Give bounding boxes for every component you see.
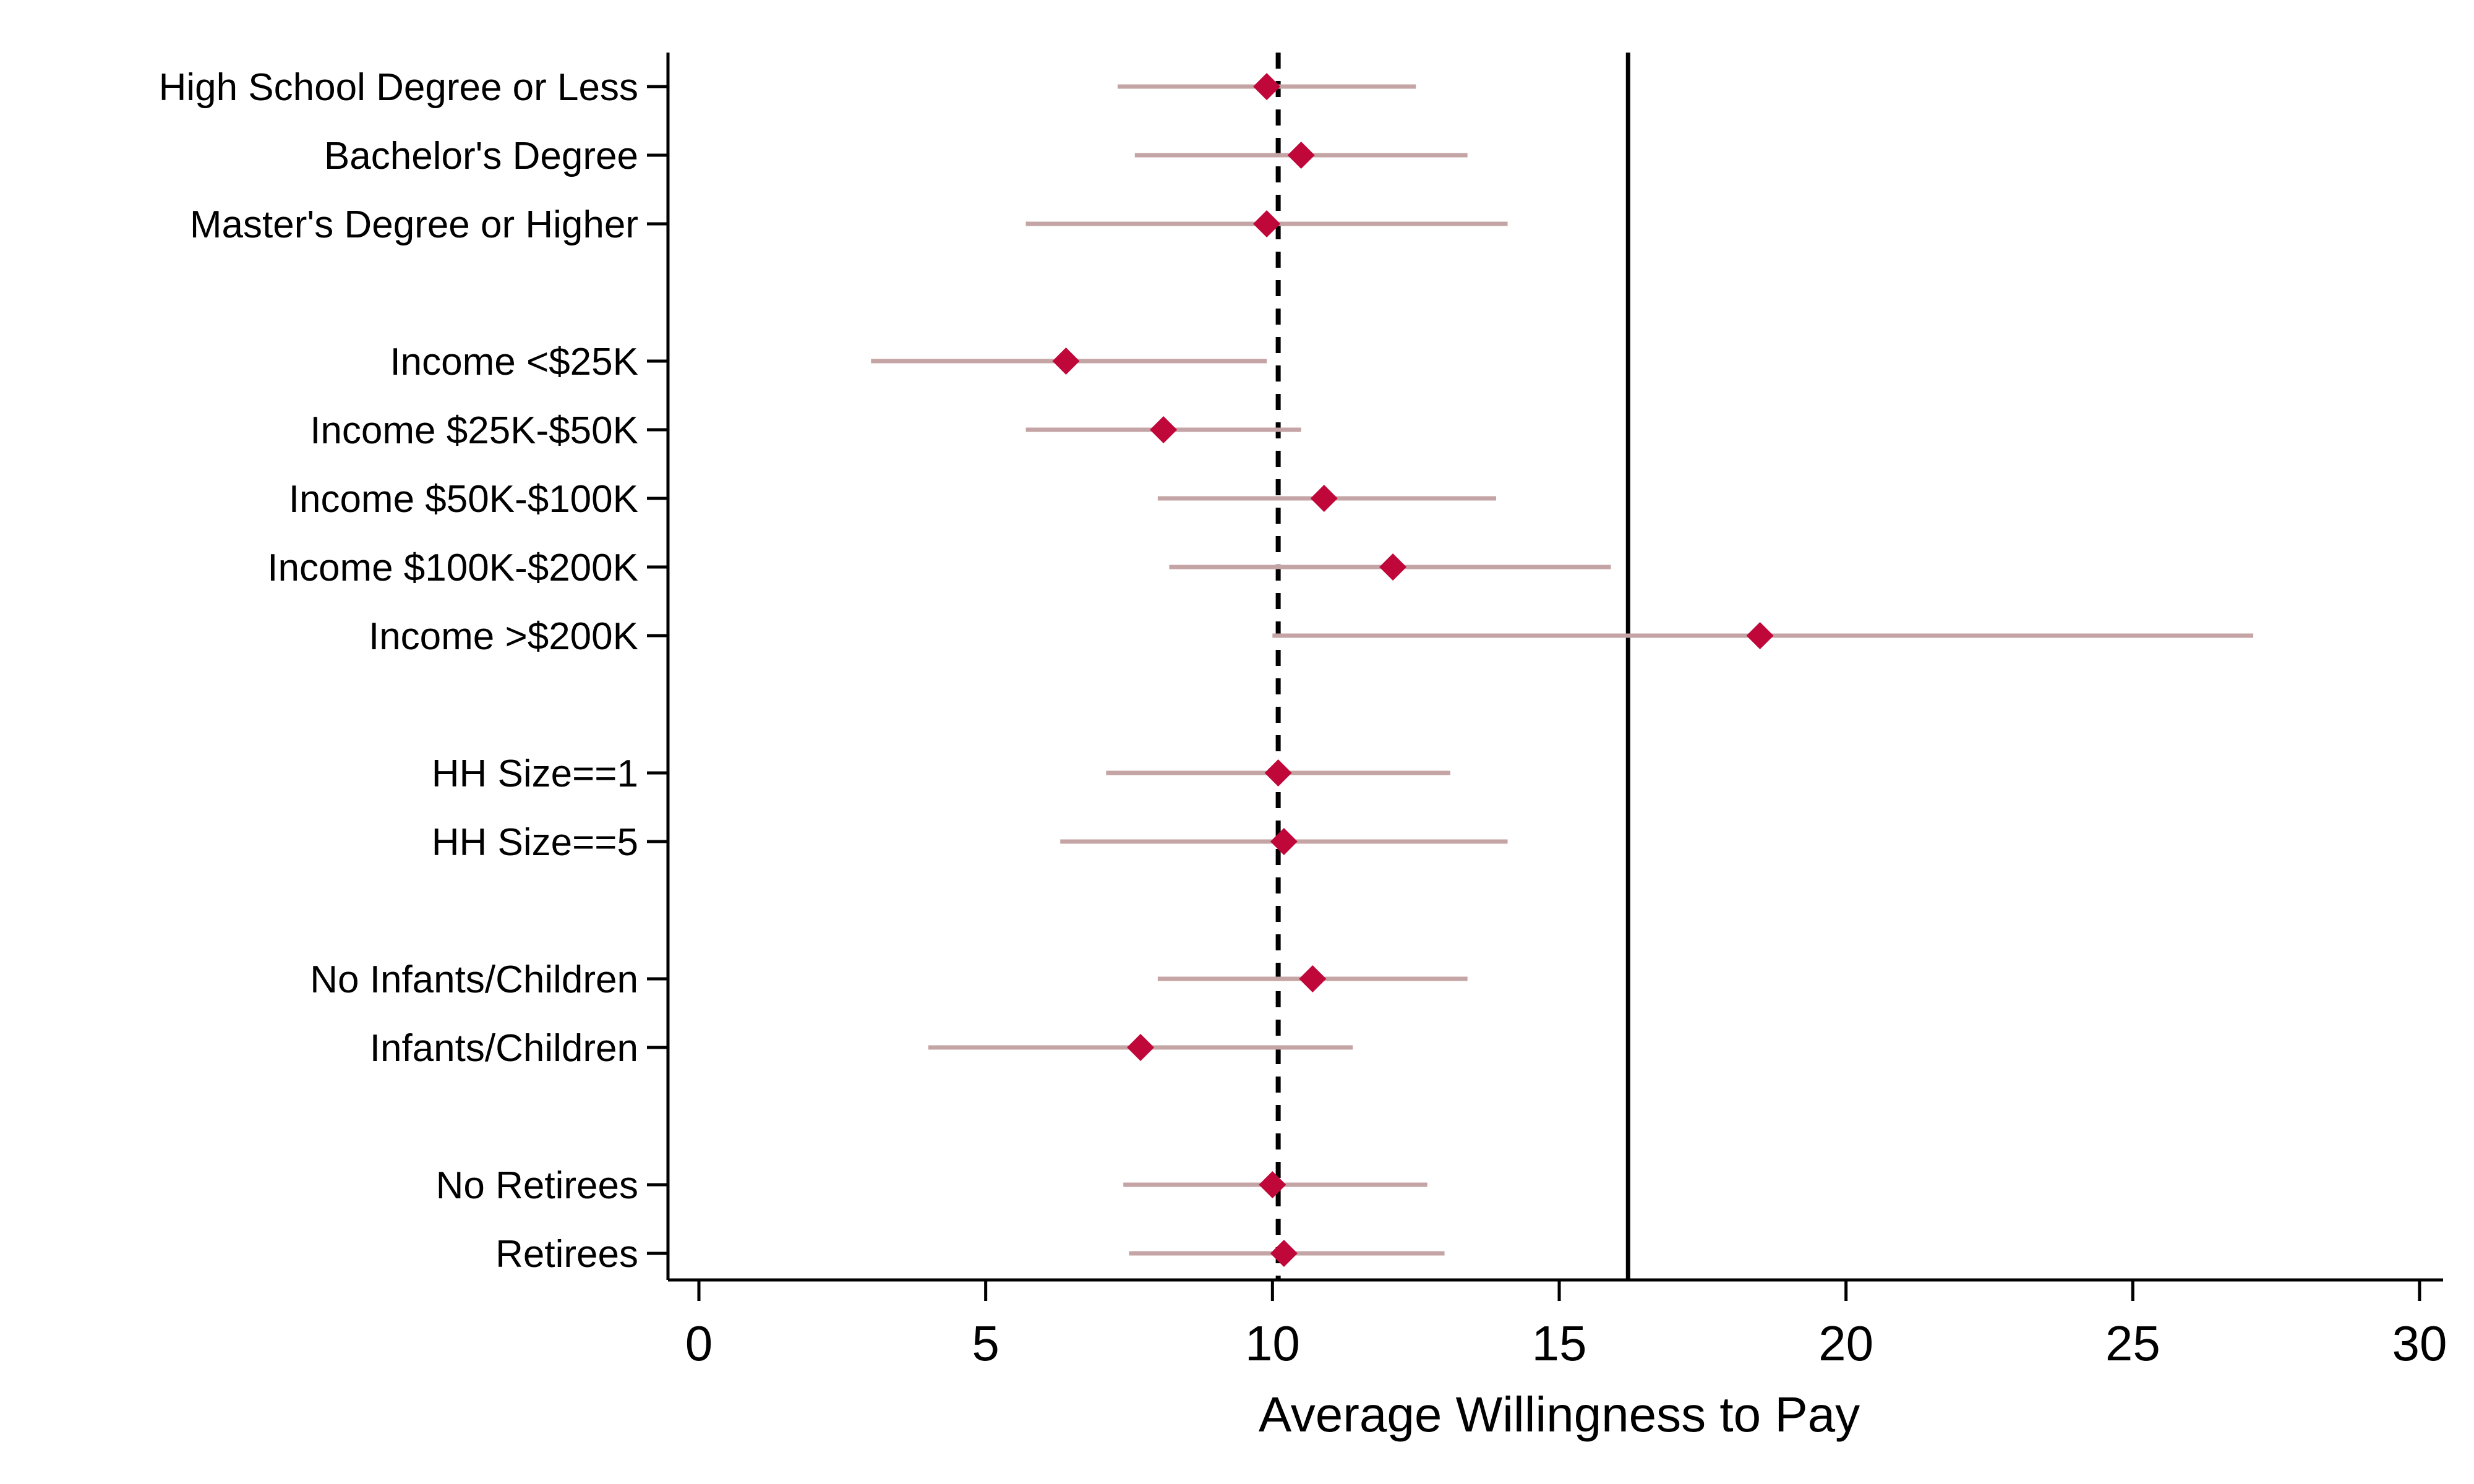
y-tick-label: Income >$200K (369, 615, 638, 658)
point-estimate-marker (1379, 553, 1407, 581)
point-estimate-marker (1746, 622, 1774, 649)
point-estimate-marker (1052, 348, 1080, 375)
x-axis-label: Average Willingness to Pay (1259, 1387, 1860, 1442)
y-tick-label: Income $25K-$50K (310, 409, 638, 452)
point-estimate-marker (1270, 1240, 1298, 1267)
y-tick-label: Income $100K-$200K (267, 547, 638, 589)
x-tick-label: 0 (685, 1316, 713, 1371)
point-estimate-marker (1270, 828, 1298, 855)
y-tick-label: Income <$25K (390, 341, 638, 383)
point-estimate-marker (1264, 759, 1292, 787)
x-tick-label: 30 (2392, 1316, 2447, 1371)
x-tick-label: 10 (1245, 1316, 1300, 1371)
point-estimate-marker (1287, 142, 1315, 169)
x-tick-label: 25 (2105, 1316, 2160, 1371)
point-estimate-marker (1253, 73, 1281, 100)
x-tick-label: 20 (1818, 1316, 1873, 1371)
x-tick-label: 15 (1532, 1316, 1587, 1371)
point-estimate-marker (1253, 210, 1281, 237)
y-tick-label: HH Size==1 (432, 753, 638, 795)
y-tick-label: No Infants/Children (310, 958, 638, 1001)
x-tick-label: 5 (972, 1316, 999, 1371)
y-tick-label: Master's Degree or Higher (190, 203, 638, 246)
y-tick-label: Infants/Children (370, 1027, 638, 1070)
point-estimate-marker (1259, 1171, 1286, 1198)
point-estimate-marker (1310, 485, 1338, 512)
y-tick-label: Retirees (495, 1233, 638, 1276)
plot-area (871, 53, 2254, 1280)
y-axis-ticks: High School Degree or Less Bachelor's Deg… (159, 66, 668, 1276)
y-tick-label: Bachelor's Degree (324, 135, 638, 177)
y-tick-label: HH Size==5 (432, 821, 638, 864)
point-estimate-marker (1299, 965, 1327, 992)
y-tick-label: Income $50K-$100K (289, 478, 638, 521)
point-estimate-marker (1127, 1034, 1155, 1061)
y-tick-label: No Retirees (436, 1164, 638, 1207)
point-estimate-marker (1150, 416, 1178, 443)
y-tick-label: High School Degree or Less (159, 66, 638, 109)
x-axis-ticks: 0 5 10 15 20 25 30 (685, 1280, 2447, 1371)
